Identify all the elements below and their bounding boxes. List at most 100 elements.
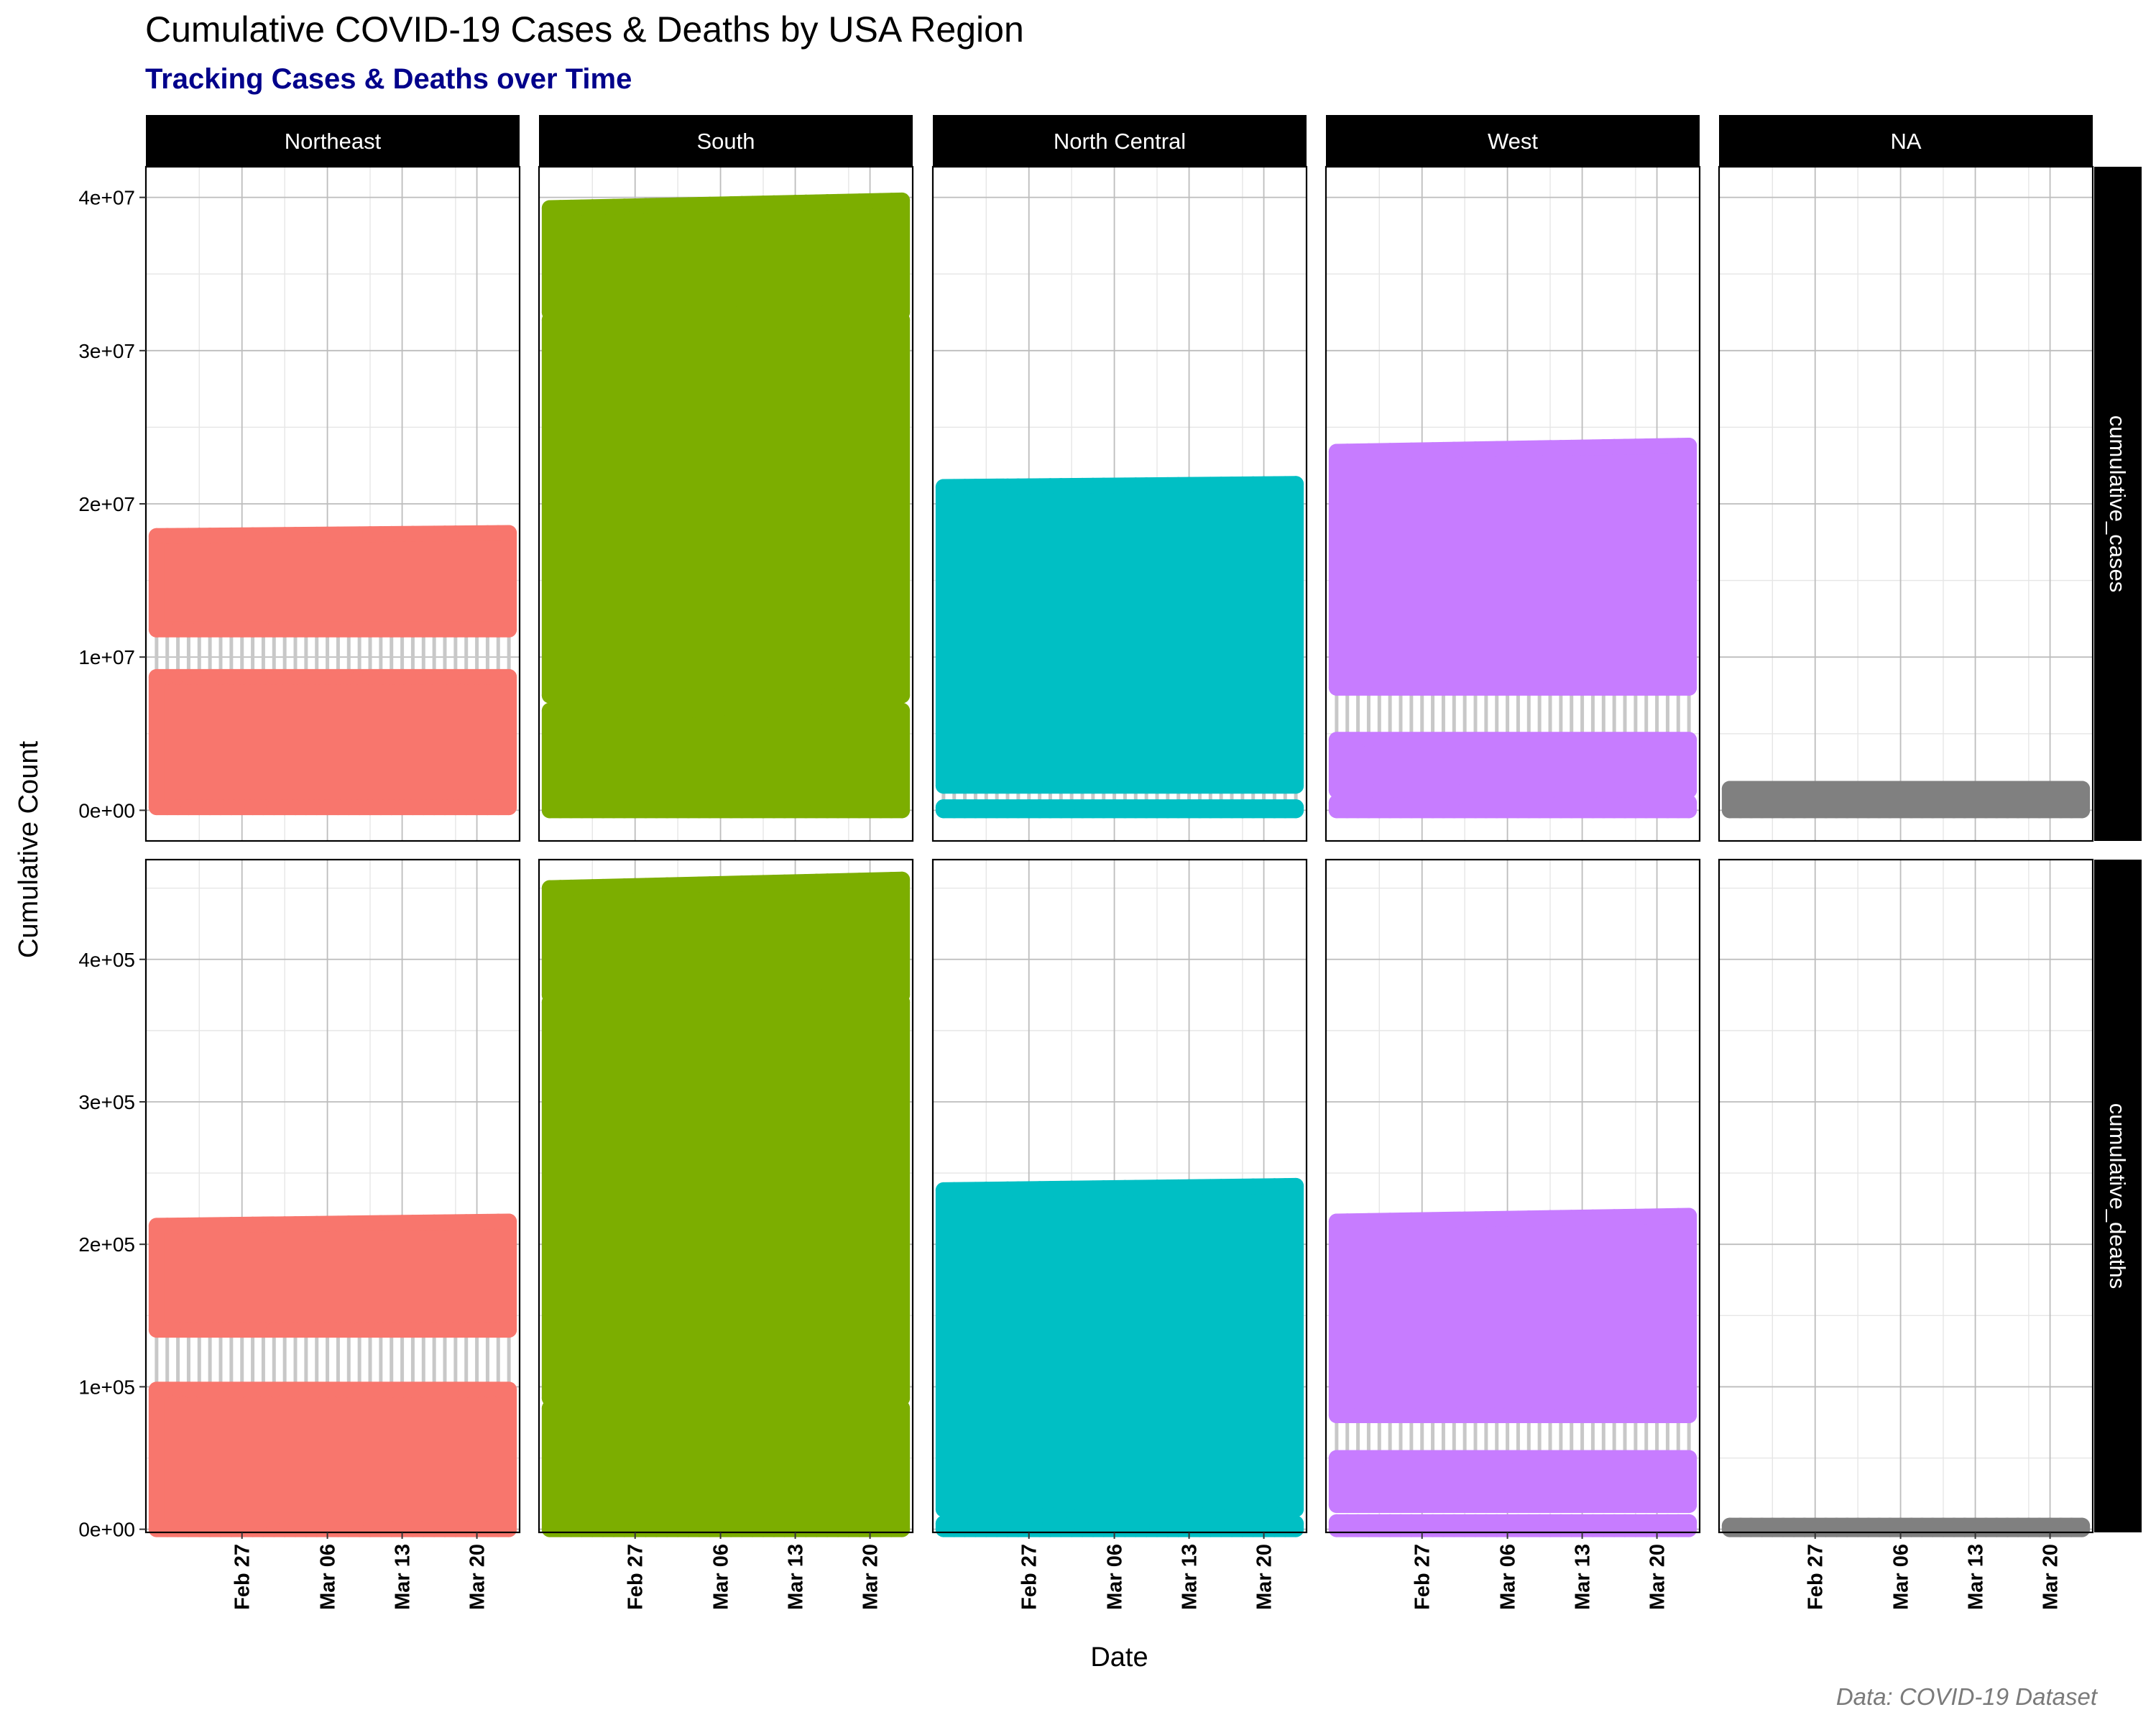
data-point — [501, 1213, 517, 1230]
data-point — [1681, 437, 1697, 454]
data-point — [1288, 778, 1304, 794]
x-tick-label: Feb 27 — [1411, 1544, 1434, 1610]
data-point — [501, 525, 517, 541]
x-axis-title: Date — [1090, 1642, 1148, 1673]
data-point — [1681, 1450, 1697, 1466]
data-point — [894, 304, 911, 321]
x-tick-label: Mar 20 — [2040, 1544, 2063, 1610]
facet-strip-label: Northeast — [285, 129, 382, 154]
panel-north-central-cumulative-cases — [931, 165, 1308, 842]
data-point-band — [1328, 1208, 1697, 1424]
panel-border — [931, 858, 1308, 1534]
x-tick-label: Mar 13 — [1965, 1544, 1988, 1610]
x-tick-label: Mar 20 — [860, 1544, 883, 1610]
facet-strip-bg — [1326, 115, 1700, 167]
data-point-band — [148, 668, 517, 816]
x-axis-north-central: Feb 27 Mar 06 Mar 13 Mar 20 — [1018, 1532, 1276, 1610]
facet-strip-northeast: Northeast — [146, 115, 520, 167]
data-point — [501, 1381, 517, 1398]
panel-border — [1718, 165, 2094, 842]
x-tick-label: Feb 27 — [625, 1544, 648, 1610]
panel-west-cumulative-cases — [1325, 165, 1701, 842]
x-axis-west: Feb 27 Mar 06 Mar 13 Mar 20 — [1411, 1532, 1669, 1610]
data-point — [1681, 802, 1697, 819]
data-point — [2074, 781, 2091, 797]
data-point — [501, 799, 517, 816]
x-tick-label: Mar 06 — [1104, 1544, 1127, 1610]
facet-strip-na: NA — [1719, 115, 2093, 167]
data-point — [894, 1390, 911, 1407]
x-tick-label: Mar 13 — [1179, 1544, 1202, 1610]
row-strip-bg — [2094, 167, 2142, 841]
y-tick-label: 4e+07 — [78, 187, 135, 209]
data-point — [501, 1521, 517, 1537]
data-point — [894, 1521, 911, 1537]
data-point — [501, 1322, 517, 1338]
y-tick-label: 1e+05 — [78, 1376, 135, 1398]
x-tick-label: Feb 27 — [1805, 1544, 1828, 1610]
y-tick-label: 3e+05 — [78, 1091, 135, 1113]
x-tick-label: Mar 06 — [710, 1544, 733, 1610]
data-point-band — [541, 702, 911, 819]
data-point — [2074, 1521, 2091, 1537]
panel-west-cumulative-deaths — [1325, 858, 1701, 1537]
facet-strip-label: West — [1488, 129, 1538, 154]
facet-strip-bg — [146, 115, 520, 167]
data-point — [1681, 1407, 1697, 1424]
x-tick-label: Mar 20 — [466, 1544, 489, 1610]
y-tick-label: 4e+05 — [78, 949, 135, 971]
panel-border — [1325, 858, 1701, 1534]
facet-strip-label: North Central — [1054, 129, 1186, 154]
x-tick-label: Mar 06 — [1890, 1544, 1913, 1610]
x-axis-na: Feb 27 Mar 06 Mar 13 Mar 20 — [1805, 1532, 2063, 1610]
data-point-band — [541, 192, 911, 321]
panel-south-cumulative-cases — [538, 165, 914, 842]
data-point — [1681, 1521, 1697, 1537]
facet-strip-bg — [1719, 115, 2093, 167]
panel-background — [1719, 860, 2093, 1532]
panel-border — [538, 165, 914, 842]
data-point-band — [148, 525, 517, 638]
y-tick-label: 0e+00 — [78, 1519, 135, 1541]
data-point-band — [541, 1400, 911, 1537]
y-axis-cumulative-cases: 0e+00 1e+07 2e+07 3e+07 4e+07 — [78, 187, 146, 822]
panel-border — [1325, 165, 1701, 842]
x-axis-south: Feb 27 Mar 06 Mar 13 Mar 20 — [625, 1532, 883, 1610]
x-tick-label: Mar 06 — [1497, 1544, 1520, 1610]
facet-strip-bg — [933, 115, 1307, 167]
data-point-band — [935, 1177, 1304, 1517]
facet-strip-west: West — [1326, 115, 1700, 167]
data-point-band — [541, 312, 911, 704]
data-point — [2074, 802, 2091, 819]
data-point-band — [148, 1381, 517, 1537]
data-point — [1681, 732, 1697, 748]
facet-strip-label: South — [696, 129, 755, 154]
x-tick-label: Mar 13 — [785, 1544, 808, 1610]
data-point — [894, 987, 911, 1003]
row-strip-label: cumulative_deaths — [2105, 1103, 2130, 1289]
data-point-band — [1328, 437, 1697, 696]
y-tick-label: 0e+00 — [78, 799, 135, 822]
row-strip-label: cumulative_cases — [2105, 415, 2130, 592]
panel-north-central-cumulative-deaths — [931, 858, 1308, 1537]
facet-strip-bg — [539, 115, 913, 167]
panel-border — [144, 858, 521, 1534]
chart-caption: Data: COVID-19 Dataset — [1835, 1683, 2097, 1710]
data-point-band — [935, 476, 1304, 794]
panel-border — [931, 165, 1308, 842]
data-point-band — [541, 871, 911, 1003]
chart-subtitle: Tracking Cases & Deaths over Time — [145, 63, 632, 95]
data-point — [894, 192, 911, 208]
x-axis-northeast: Feb 27 Mar 06 Mar 13 Mar 20 — [231, 1532, 489, 1610]
panel-northeast-cumulative-cases — [144, 165, 521, 842]
x-tick-label: Mar 20 — [1253, 1544, 1276, 1610]
data-point — [1681, 782, 1697, 799]
chart-title: Cumulative COVID-19 Cases & Deaths by US… — [145, 9, 1024, 50]
y-tick-label: 2e+07 — [78, 493, 135, 515]
panel-background — [1326, 860, 1700, 1532]
panel-na-cumulative-cases — [1718, 165, 2094, 842]
data-point — [1288, 1521, 1304, 1537]
data-point — [1288, 1177, 1304, 1194]
data-point-band — [541, 994, 911, 1407]
